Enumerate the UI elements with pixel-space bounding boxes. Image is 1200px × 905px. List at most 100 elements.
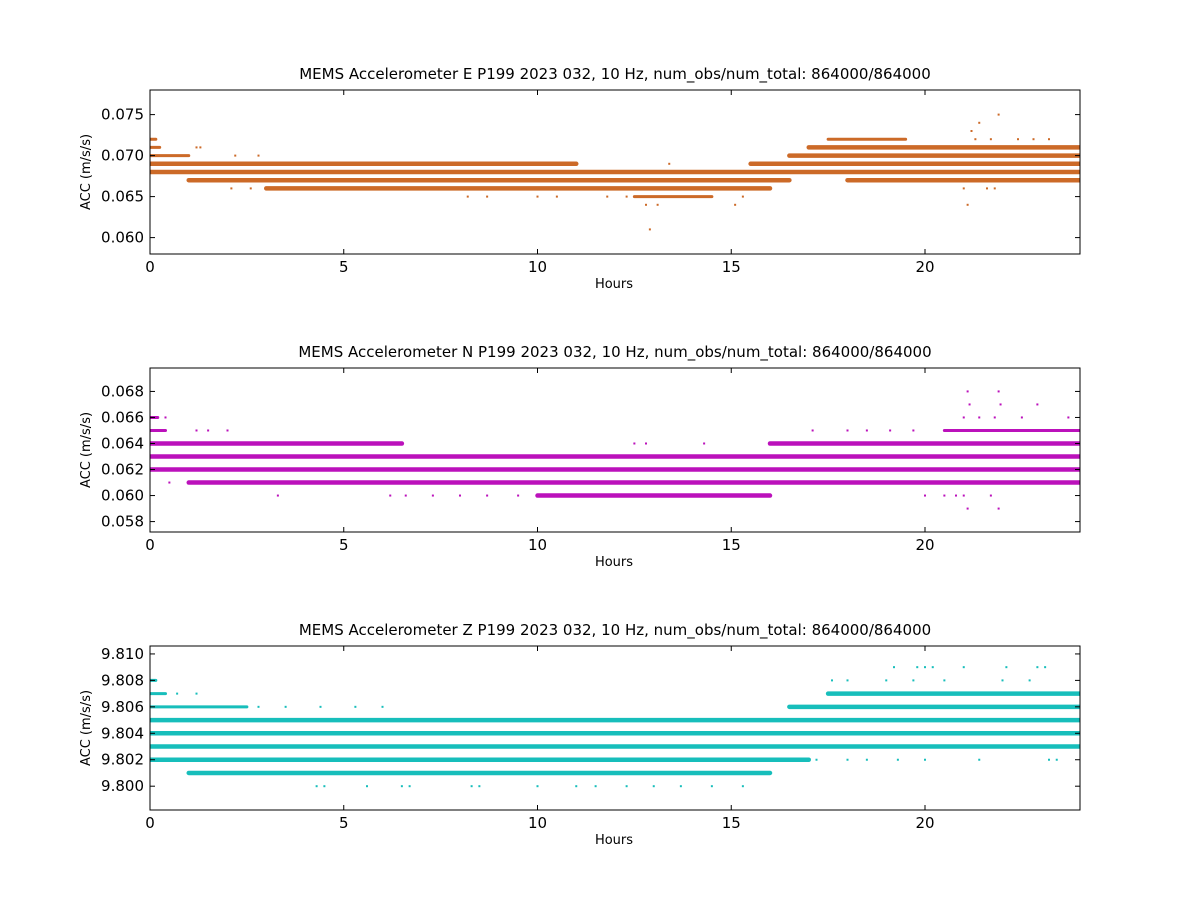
- data-point: [319, 705, 322, 708]
- y-tick-label: 9.808: [101, 671, 144, 689]
- data-point: [1001, 679, 1004, 682]
- y-tick-label: 0.058: [101, 513, 144, 531]
- data-point: [955, 494, 957, 497]
- data-point: [366, 785, 368, 788]
- x-tick-label: 0: [145, 536, 155, 554]
- x-tick-label: 10: [528, 258, 547, 276]
- data-point: [924, 666, 926, 669]
- data-point: [408, 785, 411, 788]
- data-point: [931, 666, 934, 669]
- subplot-n: MEMS Accelerometer N P199 2023 032, 10 H…: [79, 343, 1081, 570]
- y-tick-label: 0.075: [101, 106, 144, 124]
- data-point: [195, 429, 198, 432]
- data-point: [195, 146, 198, 149]
- data-point: [652, 785, 655, 788]
- y-tick-label: 9.800: [101, 777, 144, 795]
- data-point: [1036, 666, 1039, 669]
- data-point: [1036, 403, 1039, 406]
- data-point: [811, 429, 814, 432]
- data-point: [1055, 758, 1058, 761]
- data-point: [249, 187, 252, 190]
- data-point: [284, 705, 287, 708]
- plot-frame: [149, 367, 1081, 533]
- data-point: [962, 494, 965, 497]
- data-point: [199, 146, 202, 149]
- x-tick-label: 15: [722, 814, 741, 832]
- data-point: [1028, 679, 1031, 682]
- data-marks: [150, 666, 1080, 788]
- data-point: [978, 416, 981, 419]
- data-point: [962, 666, 965, 669]
- data-point: [943, 679, 946, 682]
- data-point: [645, 442, 647, 445]
- subplot-e: MEMS Accelerometer E P199 2023 032, 10 H…: [79, 65, 1081, 292]
- y-tick-label: 9.802: [101, 751, 144, 769]
- data-point: [989, 138, 992, 141]
- data-point: [703, 442, 706, 445]
- data-point: [912, 429, 915, 432]
- x-tick-label: 5: [339, 536, 349, 554]
- data-point: [645, 203, 647, 206]
- x-tick-label: 0: [145, 814, 155, 832]
- data-point: [962, 187, 965, 190]
- data-point: [648, 228, 651, 231]
- data-point: [993, 416, 996, 419]
- x-tick-label: 10: [528, 536, 547, 554]
- y-tick-label: 0.060: [101, 487, 144, 505]
- data-point: [381, 705, 384, 708]
- data-point: [466, 195, 469, 198]
- data-point: [831, 679, 833, 682]
- y-tick-label: 0.065: [101, 188, 144, 206]
- data-point: [625, 195, 628, 198]
- data-point: [431, 494, 434, 497]
- y-tick-label: 0.070: [101, 147, 144, 165]
- data-point: [986, 187, 988, 190]
- data-point: [997, 113, 1000, 116]
- data-point: [1044, 666, 1047, 669]
- data-point: [668, 162, 671, 165]
- data-point: [234, 154, 237, 157]
- x-tick-label: 15: [722, 258, 741, 276]
- data-point: [924, 758, 926, 761]
- data-point: [1067, 416, 1070, 419]
- data-point: [815, 758, 818, 761]
- data-point: [993, 187, 996, 190]
- plot-frame: [149, 89, 1081, 255]
- data-point: [679, 785, 682, 788]
- data-point: [536, 195, 539, 198]
- data-point: [517, 494, 520, 497]
- data-point: [1005, 666, 1008, 669]
- data-point: [999, 403, 1002, 406]
- x-axis-label: Hours: [595, 277, 633, 292]
- chart-title: MEMS Accelerometer Z P199 2023 032, 10 H…: [299, 621, 931, 640]
- data-point: [1017, 138, 1019, 141]
- x-tick-label: 0: [145, 258, 155, 276]
- y-tick-label: 0.064: [101, 434, 144, 452]
- data-point: [459, 494, 461, 497]
- y-axis-label: ACC (m/s/s): [79, 412, 94, 488]
- y-tick-label: 9.810: [101, 645, 144, 663]
- data-point: [885, 179, 888, 182]
- data-point: [1048, 138, 1050, 141]
- data-point: [997, 507, 1000, 510]
- data-point: [257, 154, 260, 157]
- data-point: [168, 481, 171, 484]
- data-point: [226, 429, 229, 432]
- data-point: [486, 494, 489, 497]
- axis-ticks: 0 5 10 15 20 0.060 0.065 0.070 0.075: [101, 90, 1080, 276]
- data-point: [970, 130, 973, 132]
- data-point: [741, 785, 744, 788]
- data-point: [978, 121, 981, 124]
- data-point: [323, 785, 326, 788]
- data-point: [606, 195, 609, 198]
- data-point: [207, 429, 210, 432]
- data-point: [176, 692, 179, 695]
- data-point: [400, 785, 403, 788]
- data-point: [846, 429, 849, 432]
- data-point: [889, 429, 892, 432]
- data-point: [968, 403, 971, 406]
- data-point: [164, 416, 167, 419]
- data-point: [896, 758, 899, 761]
- data-point: [1048, 758, 1050, 761]
- data-point: [315, 785, 318, 788]
